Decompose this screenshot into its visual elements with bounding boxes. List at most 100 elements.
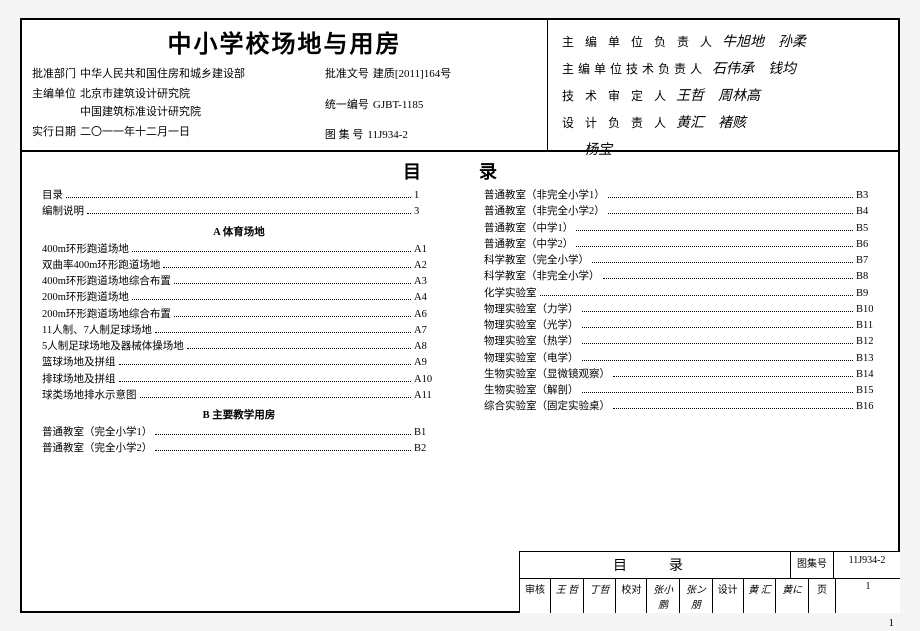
toc-dots <box>187 348 411 349</box>
signature-icon: 丁哲 <box>583 579 616 613</box>
toc-text: 普通教室（完全小学2） <box>42 441 152 457</box>
toc-dots <box>132 299 411 300</box>
approve-dept-label: 批准部门 <box>32 65 76 84</box>
toc-dots <box>582 360 854 361</box>
toc-text: 普通教室（中学1） <box>484 221 573 237</box>
toc-dots <box>603 278 854 279</box>
chief-unit-label: 主编单位 <box>32 85 76 122</box>
toc-page: B15 <box>856 383 878 399</box>
toc-line: 物理实验室（力学） B10 <box>484 302 878 318</box>
footer-proof-value: 张小鹏 <box>646 579 679 613</box>
approve-dept: 中华人民共和国住房和城乡建设部 <box>80 65 245 84</box>
toc-line: 篮球场地及拼组 A9 <box>42 355 436 371</box>
toc-line: 5人制足球场地及器械体操场地A8 <box>42 339 436 355</box>
signature-icon: 黄に <box>775 579 808 613</box>
toc-dots <box>582 311 854 312</box>
toc-text: 化学实验室 <box>484 286 537 302</box>
toc-line: 普通教室（中学1） B5 <box>484 221 878 237</box>
toc-text: 200m环形跑道场地 <box>42 290 129 306</box>
signature-icon: 黄汇 褚赅 <box>676 112 746 132</box>
toc-page: B13 <box>856 351 878 367</box>
toc-line: 科学教室（非完全小学）B8 <box>484 269 878 285</box>
toc-page: A6 <box>414 307 436 323</box>
toc-dots <box>608 197 853 198</box>
toc-line: 排球场地及拼组A10 <box>42 372 436 388</box>
document-page: 中小学校场地与用房 批准部门中华人民共和国住房和城乡建设部 主编单位北京市建筑设… <box>20 18 900 613</box>
toc-page: B9 <box>856 286 878 302</box>
toc-text: 400m环形跑道场地综合布置 <box>42 274 171 290</box>
toc-text: 普通教室（中学2） <box>484 237 573 253</box>
signature-icon: 牛旭地 孙柔 <box>722 31 806 51</box>
title-box: 中小学校场地与用房 批准部门中华人民共和国住房和城乡建设部 主编单位北京市建筑设… <box>22 20 548 150</box>
toc-page: B7 <box>856 253 878 269</box>
toc-dots <box>119 381 412 382</box>
toc-line: 生物实验室（显微镜观察）B14 <box>484 367 878 383</box>
section-header: A 体育场地 <box>42 224 436 239</box>
toc-text: 物理实验室（力学） <box>484 302 579 318</box>
toc-dots <box>613 376 853 377</box>
toc-page: B2 <box>414 441 436 457</box>
toc-line: 400m环形跑道场地综合布置A3 <box>42 274 436 290</box>
atlas-code-label: 图 集 号 <box>325 126 364 145</box>
toc-page: B10 <box>856 302 878 318</box>
toc-text: 物理实验室（光学） <box>484 318 579 334</box>
unify-code-label: 统一编号 <box>325 96 369 115</box>
toc-page: B11 <box>856 318 878 334</box>
toc-dots <box>132 251 411 252</box>
toc-page: B6 <box>856 237 878 253</box>
toc-dots <box>87 213 411 214</box>
toc-text: 综合实验室（固定实验桌） <box>484 399 610 415</box>
toc-title: 目 录 <box>22 158 898 184</box>
toc-page: A9 <box>414 355 436 371</box>
footer-atlas-value: 11J934-2 <box>833 552 900 578</box>
toc-line: 物理实验室（光学） B11 <box>484 318 878 334</box>
effective-date: 二〇一一年十二月一日 <box>80 123 190 142</box>
toc-line: 双曲率400m环形跑道场地A2 <box>42 258 436 274</box>
toc-dots <box>540 295 854 296</box>
signatures: 主 编 单 位 负 责 人牛旭地 孙柔 主编单位技术负责人石伟承 钱均 技 术 … <box>548 20 898 150</box>
toc-dots <box>119 364 412 365</box>
toc-dots <box>592 262 853 263</box>
toc-page: 1 <box>414 188 436 204</box>
footer-check-label: 审核 <box>520 579 550 613</box>
toc-column-left: 目录1编制说明3A 体育场地400m环形跑道场地A1双曲率400m环形跑道场地A… <box>22 152 460 464</box>
toc-page: B5 <box>856 221 878 237</box>
toc-dots <box>576 230 853 231</box>
toc-page: A7 <box>414 323 436 339</box>
main-title: 中小学校场地与用房 <box>32 24 537 59</box>
toc-text: 编制说明 <box>42 204 84 220</box>
footer-design-value: 黄 汇 <box>743 579 776 613</box>
footer-atlas-label: 图集号 <box>790 552 833 578</box>
toc-line: 普通教室（完全小学1）B1 <box>42 425 436 441</box>
toc-dots <box>582 392 854 393</box>
toc-line: 生物实验室（解剖）B15 <box>484 383 878 399</box>
toc-text: 球类场地排水示意图 <box>42 388 137 404</box>
toc-page: A11 <box>414 388 436 404</box>
toc-dots <box>608 213 853 214</box>
toc-text: 科学教室（非完全小学） <box>484 269 600 285</box>
toc-line: 综合实验室（固定实验桌） B16 <box>484 399 878 415</box>
toc-dots <box>174 316 411 317</box>
chief-unit-1: 北京市建筑设计研究院 <box>80 88 190 100</box>
toc-text: 生物实验室（显微镜观察） <box>484 367 610 383</box>
signature-icon: 张ン朋 <box>679 579 712 613</box>
toc-page: B16 <box>856 399 878 415</box>
toc-line: 化学实验室 B9 <box>484 286 878 302</box>
toc-text: 篮球场地及拼组 <box>42 355 116 371</box>
footer-page-value: 1 <box>835 579 900 613</box>
toc-dots <box>582 343 854 344</box>
toc-page: 3 <box>414 204 436 220</box>
toc-dots <box>155 450 411 451</box>
toc-dots <box>140 397 412 398</box>
content: 目 录 目录1编制说明3A 体育场地400m环形跑道场地A1双曲率400m环形跑… <box>22 152 898 464</box>
approve-doc: 建质[2011]164号 <box>373 65 451 84</box>
footer-check-value: 王 哲 <box>550 579 583 613</box>
effective-date-label: 实行日期 <box>32 123 76 142</box>
chief-unit-2: 中国建筑标准设计研究院 <box>80 106 201 118</box>
toc-page: B1 <box>414 425 436 441</box>
toc-page: A4 <box>414 290 436 306</box>
footer-block: 目 录 图集号 11J934-2 审核 王 哲 丁哲 校对 张小鹏 张ン朋 设计… <box>519 551 900 613</box>
toc-line: 物理实验室（电学）B13 <box>484 351 878 367</box>
atlas-code: 11J934-2 <box>367 126 408 145</box>
toc-text: 目录 <box>42 188 63 204</box>
